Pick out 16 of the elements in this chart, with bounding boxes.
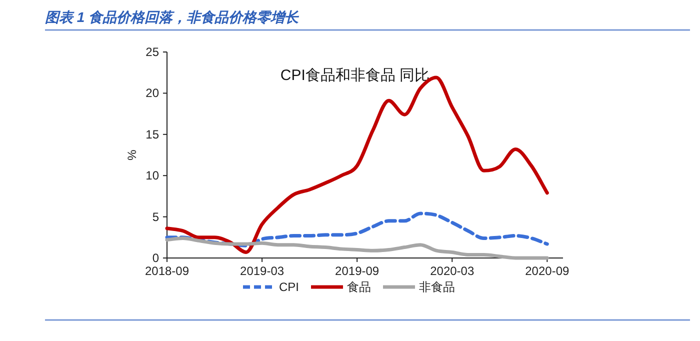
legend-label: 非食品 bbox=[419, 280, 456, 294]
x-tick-label: 2019-09 bbox=[335, 264, 380, 278]
y-tick-label: 5 bbox=[152, 210, 160, 224]
y-tick-label: 20 bbox=[146, 86, 160, 100]
y-tick-label: 10 bbox=[146, 168, 160, 183]
x-tick-label: 2020-03 bbox=[430, 264, 474, 278]
legend-label: CPI bbox=[279, 280, 300, 294]
x-tick-label: 2020-09 bbox=[525, 264, 570, 278]
y-axis-title: % bbox=[125, 149, 139, 160]
chart-title: 图表 1 食品价格回落，非食品价格零增长 bbox=[45, 9, 300, 25]
y-tick-label: 25 bbox=[146, 45, 160, 59]
x-tick-label: 2019-03 bbox=[240, 264, 284, 278]
y-tick-label: 15 bbox=[146, 127, 160, 142]
x-tick-label: 2018-09 bbox=[144, 264, 190, 278]
legend-label: 食品 bbox=[347, 280, 372, 294]
y-tick-label: 0 bbox=[152, 251, 160, 265]
